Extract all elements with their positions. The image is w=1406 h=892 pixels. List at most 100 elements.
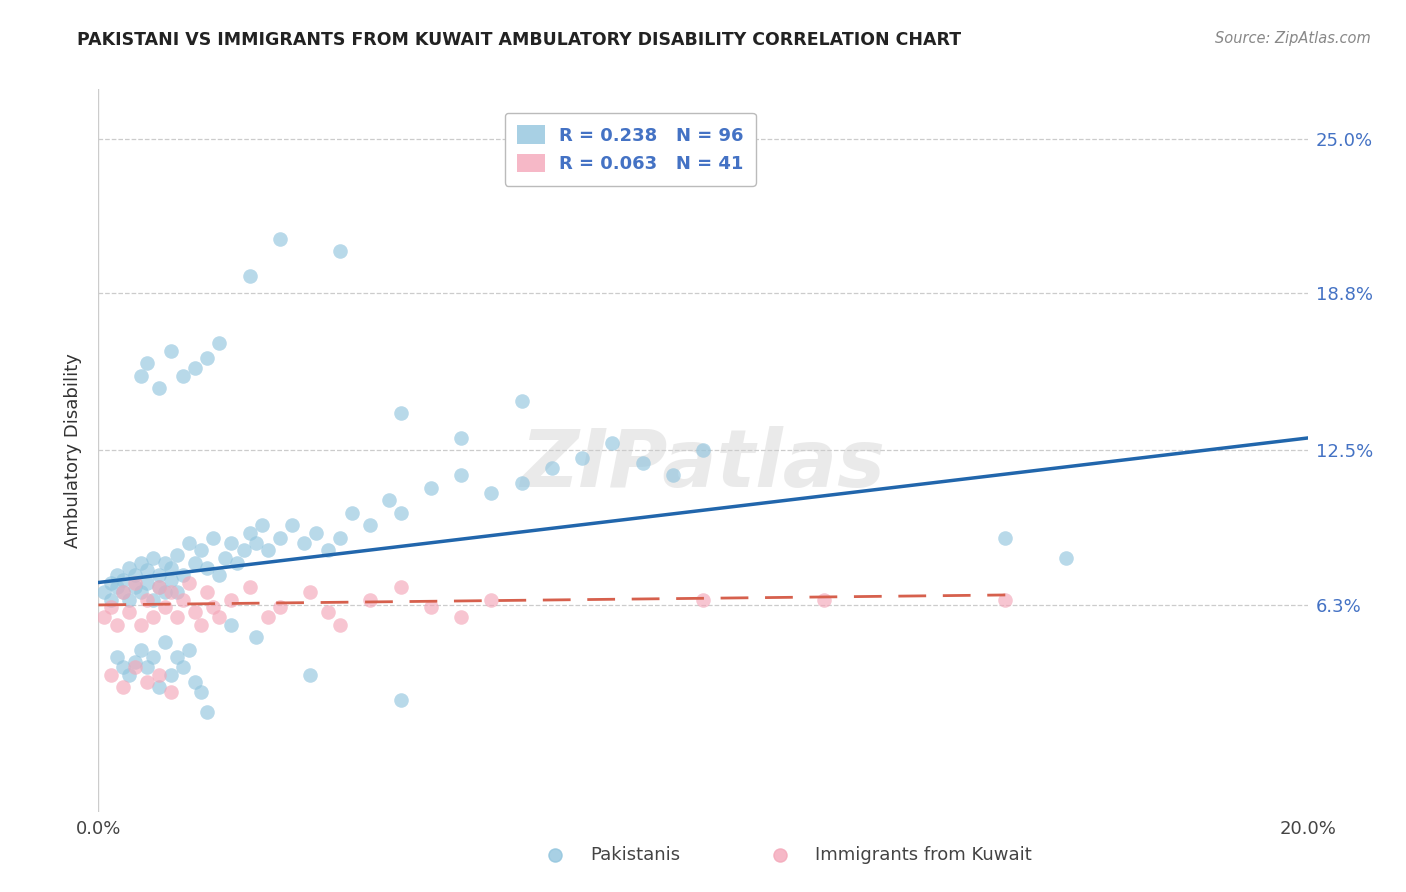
Point — [105, 650, 128, 665]
Text: ZIPatlas: ZIPatlas — [520, 425, 886, 504]
Point — [195, 560, 218, 574]
Point — [153, 635, 176, 649]
Point — [360, 593, 382, 607]
Text: PAKISTANI VS IMMIGRANTS FROM KUWAIT AMBULATORY DISABILITY CORRELATION CHART: PAKISTANI VS IMMIGRANTS FROM KUWAIT AMBU… — [77, 31, 962, 49]
Point — [316, 606, 339, 620]
Point — [124, 660, 146, 674]
Point — [142, 650, 165, 665]
Point — [510, 393, 533, 408]
Point — [239, 581, 262, 595]
Point — [450, 610, 472, 624]
Point — [160, 585, 183, 599]
Point — [202, 531, 225, 545]
Point — [571, 450, 593, 465]
Point — [389, 581, 412, 595]
Point — [389, 406, 412, 420]
Point — [166, 548, 188, 562]
Point — [360, 518, 382, 533]
Point — [100, 575, 122, 590]
Point — [329, 618, 352, 632]
Point — [245, 630, 267, 644]
Text: Pakistanis: Pakistanis — [591, 846, 681, 863]
Point — [239, 525, 262, 540]
Point — [250, 518, 273, 533]
Point — [813, 593, 835, 607]
Point — [269, 531, 291, 545]
Point — [111, 585, 134, 599]
Point — [190, 685, 212, 699]
Point — [245, 535, 267, 549]
Point — [111, 680, 134, 694]
Point — [190, 543, 212, 558]
Point — [256, 610, 278, 624]
Point — [148, 581, 170, 595]
Point — [153, 556, 176, 570]
Point — [305, 525, 328, 540]
Point — [172, 368, 194, 383]
Point — [160, 667, 183, 681]
Text: Immigrants from Kuwait: Immigrants from Kuwait — [815, 846, 1032, 863]
Point — [661, 468, 683, 483]
Point — [105, 568, 128, 582]
Point — [184, 606, 207, 620]
Point — [190, 618, 212, 632]
Point — [172, 660, 194, 674]
Point — [994, 531, 1017, 545]
Point — [342, 506, 364, 520]
Point — [118, 667, 141, 681]
Point — [129, 618, 152, 632]
Point — [160, 343, 183, 358]
Point — [105, 581, 128, 595]
Point — [179, 535, 201, 549]
Point — [166, 585, 188, 599]
Point — [148, 581, 170, 595]
Point — [179, 575, 201, 590]
Point — [540, 461, 562, 475]
Point — [377, 493, 399, 508]
Point — [281, 518, 304, 533]
Point — [160, 560, 183, 574]
Point — [239, 268, 262, 283]
Point — [208, 610, 231, 624]
Point — [124, 581, 146, 595]
Point — [208, 568, 231, 582]
Point — [994, 593, 1017, 607]
Point — [129, 556, 152, 570]
Point — [389, 506, 412, 520]
Point — [232, 543, 254, 558]
Point — [544, 847, 567, 862]
Point — [153, 585, 176, 599]
Point — [124, 575, 146, 590]
Legend: R = 0.238   N = 96, R = 0.063   N = 41: R = 0.238 N = 96, R = 0.063 N = 41 — [505, 112, 756, 186]
Point — [135, 563, 157, 577]
Point — [148, 568, 170, 582]
Point — [329, 244, 352, 259]
Point — [269, 232, 291, 246]
Point — [105, 618, 128, 632]
Point — [329, 531, 352, 545]
Point — [93, 585, 115, 599]
Point — [184, 361, 207, 376]
Point — [292, 535, 315, 549]
Point — [166, 650, 188, 665]
Point — [221, 535, 243, 549]
Point — [420, 600, 443, 615]
Point — [129, 642, 152, 657]
Point — [124, 655, 146, 669]
Point — [195, 585, 218, 599]
Point — [481, 593, 503, 607]
Point — [153, 600, 176, 615]
Point — [221, 593, 243, 607]
Point — [160, 685, 183, 699]
Point — [118, 593, 141, 607]
Point — [256, 543, 278, 558]
Point — [214, 550, 236, 565]
Point — [111, 660, 134, 674]
Point — [299, 585, 322, 599]
Point — [135, 575, 157, 590]
Point — [160, 573, 183, 587]
Point — [135, 593, 157, 607]
Point — [226, 556, 249, 570]
Point — [179, 642, 201, 657]
Point — [129, 368, 152, 383]
